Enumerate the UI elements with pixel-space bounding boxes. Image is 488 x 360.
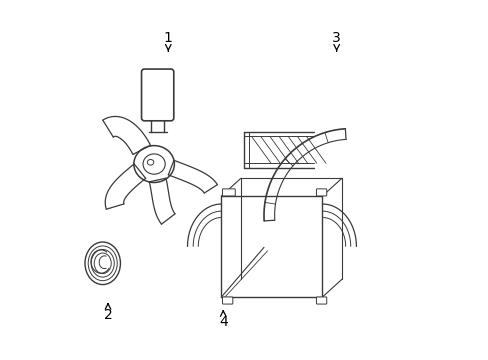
Text: 4: 4 [219,311,227,329]
FancyBboxPatch shape [316,189,326,196]
FancyBboxPatch shape [222,297,232,304]
FancyBboxPatch shape [222,189,235,196]
Text: 2: 2 [103,304,112,322]
Text: 3: 3 [332,31,340,51]
FancyBboxPatch shape [316,297,326,304]
Text: 1: 1 [163,31,172,51]
FancyBboxPatch shape [141,69,173,121]
